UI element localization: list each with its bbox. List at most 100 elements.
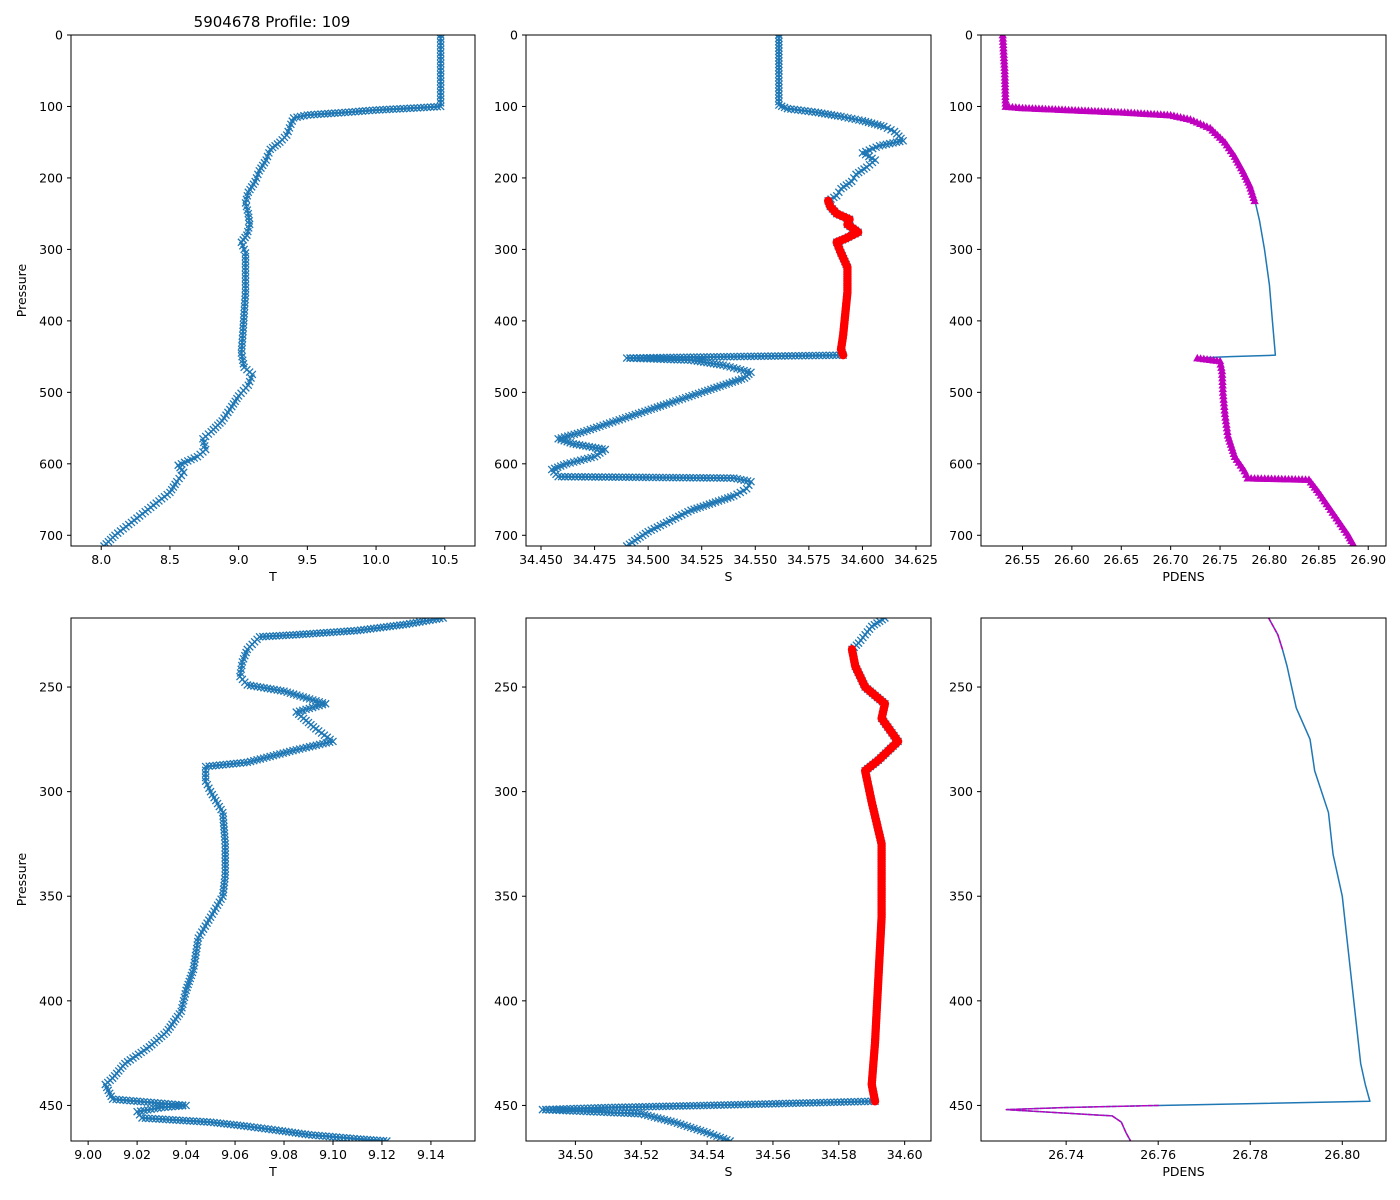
y-axis-label: Pressure [14, 853, 29, 907]
data-point [615, 473, 623, 482]
x-tick-label: 34.525 [680, 552, 724, 567]
x-tick-label: 26.55 [1005, 552, 1041, 567]
data-point [743, 352, 752, 361]
data-point [1222, 423, 1232, 432]
data-point [241, 259, 250, 268]
data-point [633, 1109, 642, 1118]
x-tick-label: 9.06 [221, 1147, 249, 1162]
data-point [760, 352, 769, 361]
data-point [699, 1101, 708, 1110]
data-point [774, 63, 783, 72]
data-point [828, 351, 837, 360]
y-tick-label: 600 [494, 456, 518, 471]
data-point [306, 110, 315, 119]
data-point [168, 1115, 177, 1124]
data-point [774, 60, 783, 69]
data-point [669, 1102, 677, 1111]
data-point [577, 472, 586, 481]
data-point [727, 1100, 736, 1109]
data-point [369, 1136, 378, 1141]
data-point [788, 1099, 797, 1108]
data-point [645, 1102, 654, 1111]
x-tick-label: 8.5 [160, 552, 180, 567]
data-point [719, 352, 728, 361]
data-point [696, 473, 705, 482]
x-tick-label: 26.60 [1054, 552, 1090, 567]
data-point [1219, 398, 1229, 407]
chart-top-salinity: 34.450 34.475 34.500 34.525 34.550 34.575 34.6… [494, 28, 938, 585]
plot-area [1005, 618, 1371, 1141]
series-markers-0 [100, 35, 445, 546]
data-point [629, 354, 638, 363]
data-point [327, 109, 336, 118]
y-tick-label: 450 [39, 1098, 63, 1113]
plot-area [547, 35, 908, 546]
x-tick-label: 26.80 [1324, 1147, 1360, 1162]
data-point [538, 1105, 547, 1114]
data-point [413, 103, 422, 112]
data-point [591, 473, 600, 481]
data-point [826, 1098, 835, 1107]
data-point [275, 1126, 284, 1135]
data-point [722, 1135, 731, 1141]
data-point [1352, 541, 1357, 546]
series-markers-1 [847, 645, 903, 1106]
data-point [715, 360, 724, 369]
data-point [571, 472, 579, 481]
data-point [241, 252, 250, 261]
data-point [436, 88, 445, 97]
data-point [740, 1100, 749, 1109]
data-point [406, 104, 415, 113]
data-point [151, 1114, 160, 1123]
data-point [679, 473, 688, 482]
y-tick-label: 350 [39, 889, 63, 904]
y-tick-label: 350 [949, 889, 973, 904]
data-point [330, 109, 339, 118]
data-point [622, 354, 631, 362]
data-point [687, 356, 695, 365]
data-point [552, 1106, 561, 1115]
axes-frame [980, 617, 1387, 1142]
data-point [787, 351, 796, 360]
data-point [317, 110, 326, 119]
data-point [353, 1134, 362, 1141]
data-point [792, 1099, 801, 1108]
data-point [182, 1116, 191, 1125]
data-point [216, 1119, 225, 1128]
series-markers-1 [823, 196, 863, 360]
x-tick-label: 9.08 [270, 1147, 298, 1162]
data-point [777, 352, 786, 360]
data-point [757, 352, 766, 361]
data-point [436, 102, 445, 111]
data-point [706, 359, 715, 368]
data-point [292, 630, 301, 639]
data-point [213, 1118, 222, 1127]
data-point [622, 542, 631, 546]
data-point [366, 1135, 375, 1141]
data-point [730, 1100, 739, 1109]
data-point [747, 477, 755, 486]
plot-area [101, 618, 448, 1141]
data-point [567, 472, 576, 481]
data-point [628, 1103, 637, 1111]
data-point [775, 1099, 784, 1108]
x-tick-label: 34.60 [887, 1147, 923, 1162]
data-point [665, 473, 674, 482]
data-point [319, 628, 328, 637]
data-point [385, 105, 394, 114]
axes-frame [70, 34, 476, 547]
data-point [860, 1097, 869, 1106]
y-tick-label: 500 [494, 385, 518, 400]
data-point [665, 1102, 674, 1111]
data-point [712, 360, 721, 369]
data-point [669, 473, 677, 482]
data-point [625, 473, 634, 482]
data-point [785, 1099, 794, 1108]
data-point [324, 109, 332, 118]
data-point [302, 630, 311, 638]
data-point [209, 1118, 218, 1127]
data-point [699, 358, 708, 367]
data-point [608, 473, 617, 482]
data-point [621, 1103, 630, 1112]
data-point [771, 1099, 780, 1108]
